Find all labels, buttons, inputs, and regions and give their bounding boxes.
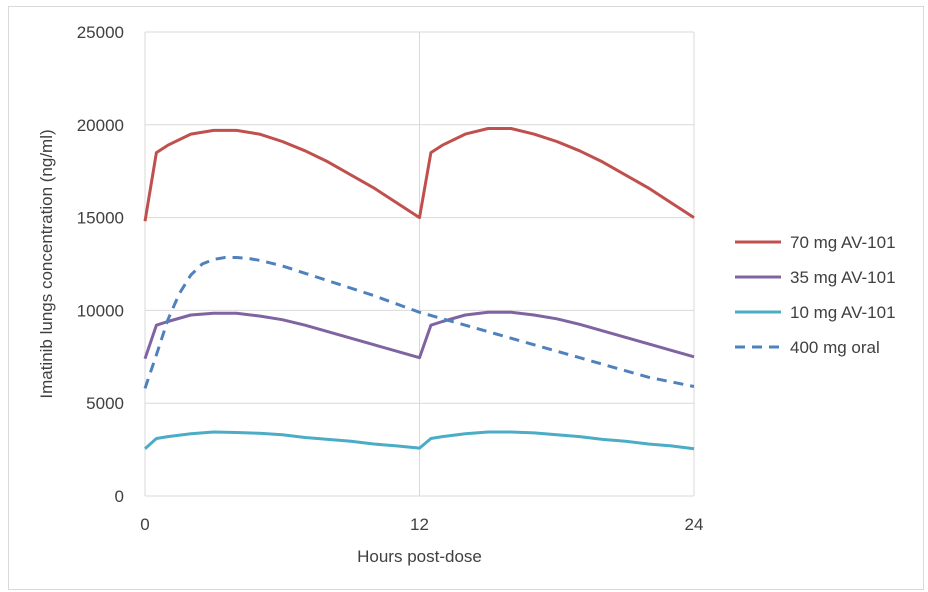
series-lines bbox=[143, 127, 695, 451]
x-tick-label: 12 bbox=[410, 515, 429, 534]
chart-frame bbox=[8, 6, 924, 590]
y-tick-label: 5000 bbox=[86, 394, 124, 413]
legend-label: 35 mg AV-101 bbox=[790, 268, 896, 287]
legend-label: 400 mg oral bbox=[790, 338, 880, 357]
y-axis-title: Imatinib lungs concentration (ng/ml) bbox=[37, 129, 56, 398]
x-axis-title: Hours post-dose bbox=[357, 547, 482, 566]
y-tick-label: 0 bbox=[115, 487, 124, 506]
x-tick-label: 24 bbox=[685, 515, 704, 534]
y-tick-label: 10000 bbox=[77, 301, 124, 320]
gridlines bbox=[144, 31, 695, 497]
y-tick-label: 20000 bbox=[77, 116, 124, 135]
y-tick-label: 15000 bbox=[77, 209, 124, 228]
x-tick-label: 0 bbox=[140, 515, 149, 534]
legend: 70 mg AV-101 35 mg AV-101 10 mg AV-101 400 … bbox=[735, 233, 896, 357]
series-line-3 bbox=[143, 430, 695, 451]
x-axis-ticks: 0 12 24 bbox=[140, 515, 703, 534]
y-tick-label: 25000 bbox=[77, 23, 124, 42]
series-line-4 bbox=[143, 256, 695, 389]
y-axis-ticks: 0 5000 10000 15000 20000 25000 bbox=[77, 23, 124, 506]
legend-label: 70 mg AV-101 bbox=[790, 233, 896, 252]
legend-label: 10 mg AV-101 bbox=[790, 303, 896, 322]
series-line-2 bbox=[143, 310, 695, 360]
series-line-1 bbox=[143, 127, 695, 222]
